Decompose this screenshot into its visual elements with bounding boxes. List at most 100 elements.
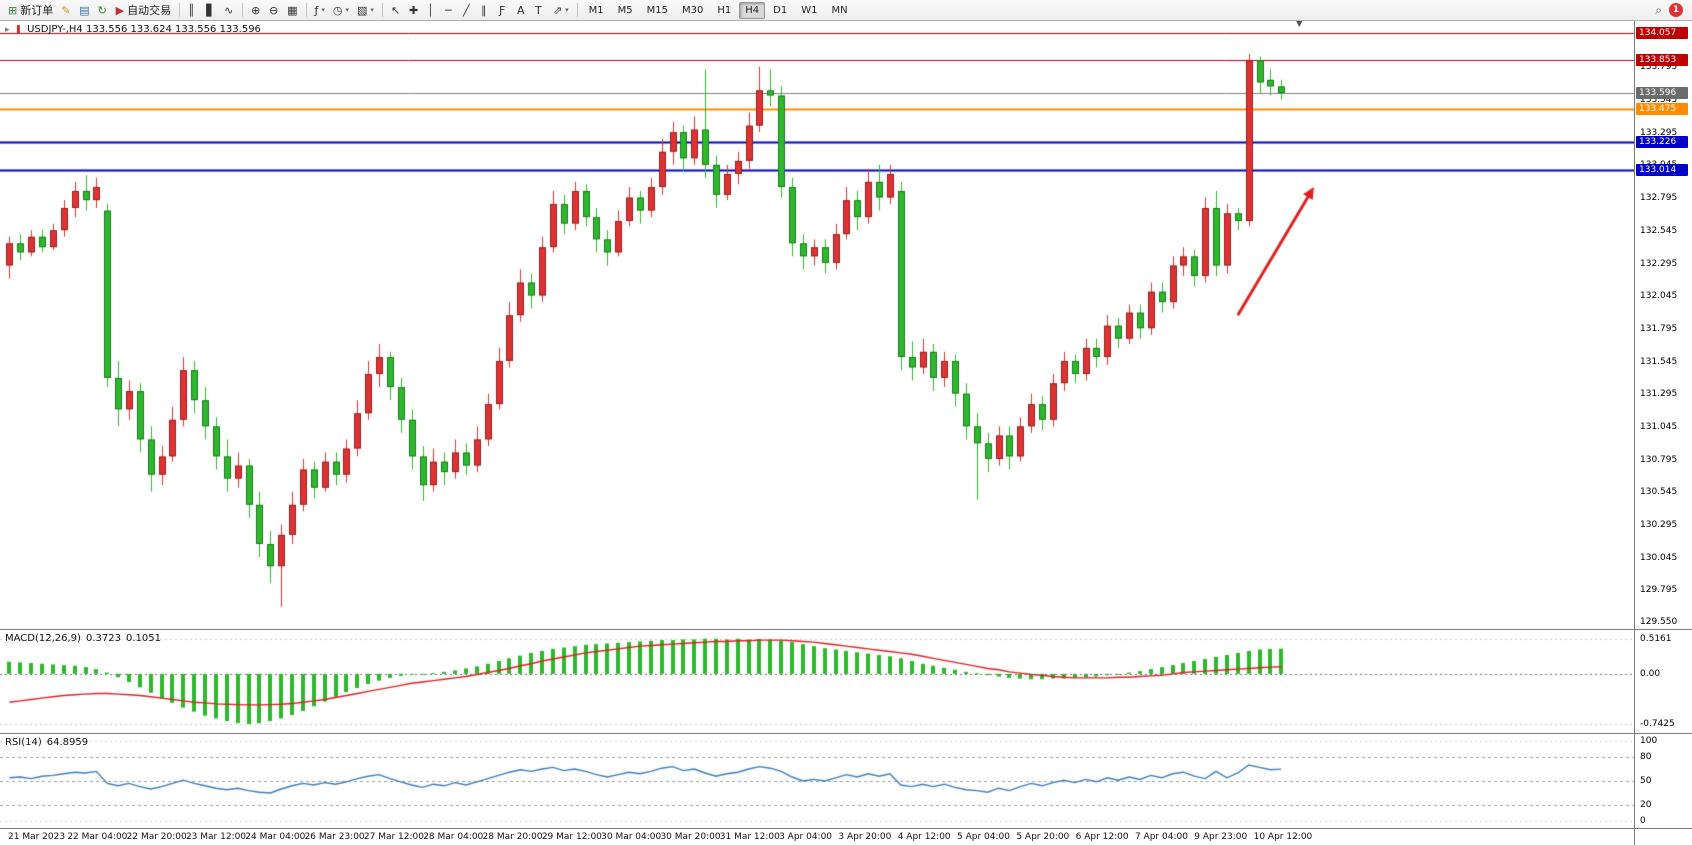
timeframe-m5-button[interactable]: M5 — [617, 4, 633, 16]
horizontal-line-button[interactable]: ─ — [441, 1, 459, 19]
time-axis-label: 30 Mar 20:00 — [660, 832, 721, 842]
macd-name: MACD(12,26,9) — [5, 633, 81, 644]
rsi-scale[interactable]: 100 80 50 20 0 — [1634, 734, 1692, 828]
search-icon[interactable]: ⌕ — [1655, 2, 1662, 17]
dropdown-arrow-icon[interactable]: ▾ — [321, 6, 325, 14]
chart-shift-marker[interactable]: ▼ — [1295, 21, 1303, 29]
trendline-icon: ╱ — [462, 3, 470, 17]
time-axis-label: 23 Mar 12:00 — [185, 832, 247, 842]
trendline-button[interactable]: ╱ — [459, 1, 477, 19]
timeframe-d1-button[interactable]: D1 — [773, 4, 788, 16]
templates-button[interactable]: ▧ ▾ — [353, 1, 378, 19]
rsi-chart[interactable]: RSI(14) 64.8959 — [0, 734, 1634, 828]
periods-button[interactable]: ◷ ▾ — [329, 1, 353, 19]
refresh-button[interactable]: ↻ — [94, 1, 112, 19]
price-tick-label: 132.545 — [1640, 225, 1678, 236]
timeframe-m15-button[interactable]: M15 — [646, 4, 669, 16]
rsi-value: 64.8959 — [46, 737, 89, 748]
rsi-tick-label: 50 — [1640, 776, 1652, 786]
rsi-canvas[interactable] — [0, 734, 1634, 828]
dropdown-arrow-icon[interactable]: ▾ — [565, 6, 569, 14]
candlestick-chart-icon: ▋ — [206, 3, 215, 17]
toolbar-separator — [179, 3, 181, 17]
candlestick-canvas[interactable] — [0, 21, 1634, 629]
time-axis-corner — [1634, 829, 1692, 845]
price-badge: 133.226 — [1636, 135, 1688, 148]
cursor-button[interactable]: ↖ — [387, 1, 405, 19]
timeframe-mn-button[interactable]: MN — [831, 4, 848, 16]
rsi-label: RSI(14) 64.8959 — [5, 737, 88, 748]
fibonacci-icon: Ƒ — [498, 3, 506, 17]
toolbar-separator — [305, 3, 307, 17]
new-order-button[interactable]: ⊞ 新订单 — [4, 1, 57, 19]
price-chart[interactable]: ▸ ❚ USDJPY-,H4 133.556 133.624 133.556 1… — [0, 21, 1634, 629]
timeframe-m1-button[interactable]: M1 — [588, 4, 604, 16]
notification-badge[interactable]: 1 — [1669, 3, 1683, 17]
toolbar-separator — [242, 3, 244, 17]
price-badge: 133.475 — [1636, 103, 1688, 116]
crosshair-button[interactable]: ✚ — [405, 1, 423, 19]
tile-windows-button[interactable]: ▦ — [283, 1, 301, 19]
price-tick-label: 130.545 — [1640, 487, 1678, 498]
price-tick-label: 129.795 — [1640, 585, 1678, 596]
price-tick-label: 132.295 — [1640, 258, 1678, 269]
macd-scale[interactable]: 0.5161 0.00 -0.7425 — [1634, 630, 1692, 733]
line-chart-button[interactable]: ∿ — [220, 1, 238, 19]
zoom-in-icon: ⊕ — [251, 3, 261, 17]
dropdown-arrow-icon[interactable]: ▾ — [345, 6, 350, 14]
arrows-icon: ⇗ — [552, 3, 563, 17]
macd-chart[interactable]: MACD(12,26,9) 0.3723 0.1051 — [0, 630, 1634, 733]
bar-chart-button[interactable]: ║ — [184, 1, 202, 19]
profiles-button[interactable]: ▤ — [75, 1, 93, 19]
zoom-in-button[interactable]: ⊕ — [247, 1, 265, 19]
indicators-button[interactable]: ƒ ▾ — [311, 1, 329, 19]
price-badge: 133.853 — [1636, 53, 1688, 66]
toolbar-buttons: ⊞ 新订单 ✎ ▤ ↻ ▶ 自动交易 ║ ▋ ∿ ⊕ ⊖ ▦ ƒ ▾ ◷ ▾ ▧ ▾ ↖ ✚ │ ─ ╱ ∥ Ƒ A T ⇗ ▾ — [4, 0, 582, 20]
price-tick-label: 131.295 — [1640, 389, 1678, 400]
price-tick-label: 131.045 — [1640, 421, 1678, 432]
autotrading-button[interactable]: ▶ 自动交易 — [112, 1, 175, 19]
toolbar: ⊞ 新订单 ✎ ▤ ↻ ▶ 自动交易 ║ ▋ ∿ ⊕ ⊖ ▦ ƒ ▾ ◷ ▾ ▧ ▾ ↖ ✚ │ ─ ╱ ∥ Ƒ A T ⇗ ▾ M1 M5… — [0, 0, 1692, 21]
periods-icon: ◷ — [332, 3, 343, 17]
dropdown-arrow-icon[interactable]: ▾ — [370, 6, 374, 14]
fibonacci-button[interactable]: Ƒ — [495, 1, 513, 19]
timeframe-h1-button[interactable]: H1 — [717, 4, 732, 16]
macd-tick-label: 0.00 — [1640, 668, 1661, 679]
zoom-out-button[interactable]: ⊖ — [265, 1, 283, 19]
timeframe-w1-button[interactable]: W1 — [801, 4, 818, 16]
time-axis-label: 5 Apr 04:00 — [957, 832, 1010, 842]
timeframe-m30-button[interactable]: M30 — [682, 4, 704, 16]
time-axis-label: 21 Mar 2023 — [8, 832, 66, 842]
zoom-out-icon: ⊖ — [269, 3, 279, 17]
one-click-trading-toggle[interactable]: ▸ — [5, 24, 10, 35]
time-axis-label: 22 Mar 04:00 — [67, 832, 128, 842]
time-axis-label: 24 Mar 04:00 — [245, 832, 306, 842]
indicators-icon: ƒ — [314, 3, 319, 17]
time-axis-label: 30 Mar 04:00 — [601, 832, 662, 842]
vertical-line-button[interactable]: │ — [423, 1, 441, 19]
time-axis-label: 22 Mar 20:00 — [126, 832, 187, 842]
time-axis-label: 10 Apr 12:00 — [1253, 832, 1313, 842]
price-badge: 133.596 — [1636, 87, 1688, 100]
toolbar-separator — [381, 3, 383, 17]
rsi-tick-label: 0 — [1640, 816, 1646, 826]
macd-canvas[interactable] — [0, 630, 1634, 733]
main-chart-pane: ▸ ❚ USDJPY-,H4 133.556 133.624 133.556 1… — [0, 21, 1692, 630]
equidistant-channel-icon: ∥ — [480, 3, 487, 17]
price-scale[interactable]: 133.795133.545133.295133.045132.795132.5… — [1634, 21, 1692, 629]
time-axis-label: 5 Apr 20:00 — [1016, 832, 1070, 842]
text-button[interactable]: A — [513, 1, 531, 19]
candlestick-chart-button[interactable]: ▋ — [202, 1, 220, 19]
metaeditor-button[interactable]: ✎ — [57, 1, 75, 19]
macd-tick-label: -0.7425 — [1640, 719, 1675, 729]
time-axis[interactable]: 21 Mar 2023 22 Mar 04:00 22 Mar 20:00 23 Ma… — [0, 829, 1692, 845]
text-label-button[interactable]: T — [531, 1, 549, 19]
time-axis-label: 29 Mar 12:00 — [541, 832, 602, 842]
bar-chart-icon: ║ — [188, 3, 195, 17]
timeframe-h4-button[interactable]: H4 — [739, 1, 766, 19]
crosshair-icon: ✚ — [408, 3, 419, 17]
equidistant-channel-button[interactable]: ∥ — [477, 1, 495, 19]
line-chart-icon: ∿ — [224, 3, 234, 17]
arrows-button[interactable]: ⇗ ▾ — [549, 1, 573, 19]
